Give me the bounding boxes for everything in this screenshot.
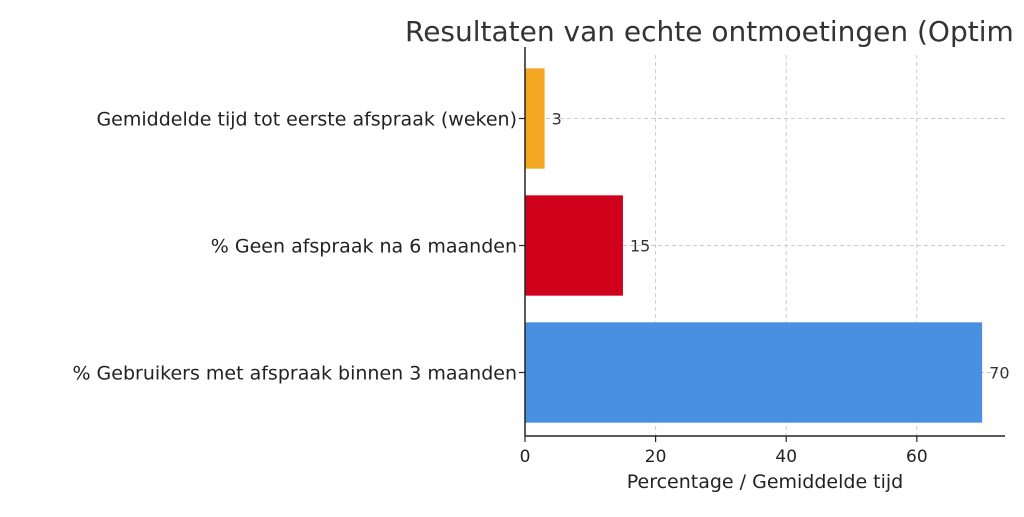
bar-layer xyxy=(525,68,983,423)
category-label: Gemiddelde tijd tot eerste afspraak (wek… xyxy=(96,109,517,131)
bar xyxy=(525,195,623,296)
x-tick-label: 20 xyxy=(645,447,667,467)
x-tick-label: 40 xyxy=(775,447,797,467)
bar xyxy=(525,322,983,423)
x-tick-label: 0 xyxy=(520,447,531,467)
data-label: 70 xyxy=(989,364,1009,383)
category-label: % Geen afspraak na 6 maanden xyxy=(211,236,517,258)
data-label: 15 xyxy=(630,237,650,256)
label-layer: 70 15 3 0 20 40 60 % Gebruikers met afspraak bi… xyxy=(72,109,1009,468)
axis-layer xyxy=(519,47,1005,442)
bar xyxy=(525,68,545,169)
category-label: % Gebruikers met afspraak binnen 3 maand… xyxy=(72,363,517,385)
chart-title: Resultaten van echte ontmoetingen (Optim xyxy=(405,15,1014,48)
data-label: 3 xyxy=(552,110,562,129)
x-tick-label: 60 xyxy=(906,447,928,467)
x-axis-label: Percentage / Gemiddelde tijd xyxy=(627,471,904,493)
